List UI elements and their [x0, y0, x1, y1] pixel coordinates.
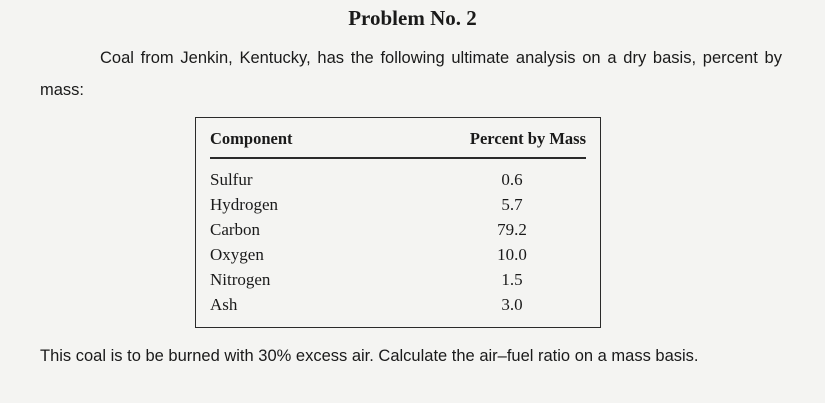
header-percent: Percent by Mass: [469, 129, 586, 148]
intro-paragraph: Coal from Jenkin, Kentucky, has the foll…: [40, 49, 782, 99]
table-row: Oxygen 10.0: [210, 245, 586, 270]
component-name: Sulfur: [210, 170, 253, 189]
percent-value: 79.2: [497, 220, 527, 239]
table-body: Sulfur 0.6 Hydrogen 5.7 Carbon 79.2 Oxyg…: [210, 170, 586, 320]
table-row: Sulfur 0.6: [210, 170, 586, 195]
percent-value: 1.5: [501, 270, 523, 289]
question-paragraph: This coal is to be burned with 30% exces…: [40, 347, 699, 365]
component-name: Nitrogen: [210, 270, 271, 289]
component-name: Ash: [210, 295, 238, 314]
header-component: Component: [210, 129, 293, 148]
table-header: Component Percent by Mass: [210, 129, 586, 159]
component-name: Oxygen: [210, 245, 264, 264]
table-row: Nitrogen 1.5: [210, 270, 586, 295]
percent-value: 3.0: [501, 295, 523, 314]
percent-value: 10.0: [497, 245, 527, 264]
analysis-table: Component Percent by Mass Sulfur 0.6 Hyd…: [195, 117, 601, 328]
component-name: Carbon: [210, 220, 261, 239]
table-row: Hydrogen 5.7: [210, 195, 586, 220]
table-row: Carbon 79.2: [210, 220, 586, 245]
problem-title: Problem No. 2: [348, 6, 477, 30]
table-row: Ash 3.0: [210, 295, 586, 320]
component-name: Hydrogen: [210, 195, 278, 214]
percent-value: 5.7: [501, 195, 523, 214]
percent-value: 0.6: [501, 170, 523, 189]
